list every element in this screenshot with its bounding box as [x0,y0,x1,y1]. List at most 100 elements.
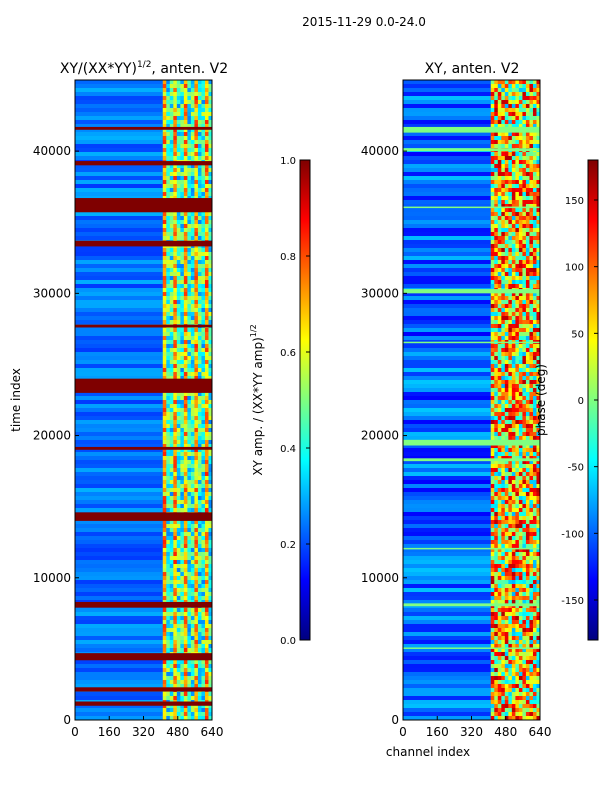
heatmap-cell [204,376,209,381]
heatmap-cell [497,392,502,397]
heatmap-cell [536,240,541,245]
heatmap-cell [529,428,534,433]
heatmap-cell [522,80,527,85]
heatmap-cell [508,576,513,581]
heatmap-cell [525,608,530,613]
heatmap-cell [525,300,530,305]
heatmap-cell [201,560,206,565]
heatmap-cell [166,436,171,441]
x-tick-label: 640 [529,725,552,739]
heatmap-cell [511,296,516,301]
heatmap-cell [187,400,192,405]
heatmap-cell [518,104,523,109]
heatmap-cell [536,236,541,241]
heatmap-cell [176,96,181,101]
heatmap-cell [518,84,523,89]
heatmap-cell [522,424,527,429]
heatmap-cell [208,416,213,421]
heatmap-cell [525,492,530,497]
heatmap-cell [525,236,530,241]
heatmap-cell [515,84,520,89]
heatmap-cell [508,188,513,193]
heatmap-cell [490,564,495,569]
heatmap-cell [490,256,495,261]
heatmap-cell [497,676,502,681]
heatmap-cell [180,456,185,461]
heatmap-cell [201,120,206,125]
heatmap-cell [501,644,506,649]
heatmap-cell [204,480,209,485]
heatmap-cell [180,264,185,269]
heatmap-cell [197,432,202,437]
heatmap-cell [166,584,171,589]
heatmap-cell [508,632,513,637]
heatmap-band [75,198,212,213]
heatmap-cell [518,400,523,405]
heatmap-cell [197,456,202,461]
heatmap-cell [169,120,174,125]
heatmap-cell [536,280,541,285]
heatmap-cell [166,424,171,429]
heatmap-cell [536,276,541,281]
heatmap-cell [518,656,523,661]
heatmap-cell [183,660,188,665]
heatmap-cell [536,708,541,713]
heatmap-cell [183,496,188,501]
heatmap-cell [501,344,506,349]
heatmap-cell [518,432,523,437]
heatmap-cell [536,308,541,313]
heatmap-cell [525,244,530,249]
heatmap-cell [508,268,513,273]
heatmap-cell [197,268,202,273]
heatmap-cell [501,580,506,585]
heatmap-cell [197,272,202,277]
heatmap-cell [187,268,192,273]
heatmap-cell [501,608,506,613]
heatmap-cell [201,132,206,137]
heatmap-cell [522,248,527,253]
heatmap-cell [180,424,185,429]
heatmap-cell [166,340,171,345]
heatmap-cell [183,628,188,633]
heatmap-cell [518,140,523,145]
heatmap-cell [183,184,188,189]
heatmap-cell [169,280,174,285]
heatmap-cell [525,220,530,225]
heatmap-cell [536,432,541,437]
heatmap-cell [173,568,178,573]
heatmap-cell [208,320,213,325]
heatmap-cell [197,712,202,717]
heatmap-cell [525,468,530,473]
heatmap-cell [515,648,520,653]
heatmap-cell [169,212,174,217]
heatmap-cell [518,476,523,481]
heatmap-cell [518,556,523,561]
heatmap-cell [536,200,541,205]
heatmap-cell [194,272,199,277]
heatmap-cell [187,376,192,381]
heatmap-cell [180,420,185,425]
heatmap-cell [490,160,495,165]
heatmap-cell [536,100,541,105]
heatmap-cell [522,356,527,361]
heatmap-cell [176,400,181,405]
heatmap-cell [176,104,181,109]
heatmap-band [403,603,540,607]
heatmap-cell [183,428,188,433]
heatmap-cell [501,532,506,537]
heatmap-cell [201,448,206,453]
heatmap-cell [190,484,195,489]
heatmap-cell [180,272,185,277]
heatmap-cell [187,484,192,489]
heatmap-cell [197,648,202,653]
heatmap-cell [522,388,527,393]
heatmap-cell [204,348,209,353]
heatmap-cell [522,312,527,317]
heatmap-cell [194,180,199,185]
heatmap-cell [490,236,495,241]
heatmap-cell [166,88,171,93]
heatmap-cell [194,464,199,469]
heatmap-cell [522,264,527,269]
heatmap-cell [490,424,495,429]
heatmap-cell [525,192,530,197]
